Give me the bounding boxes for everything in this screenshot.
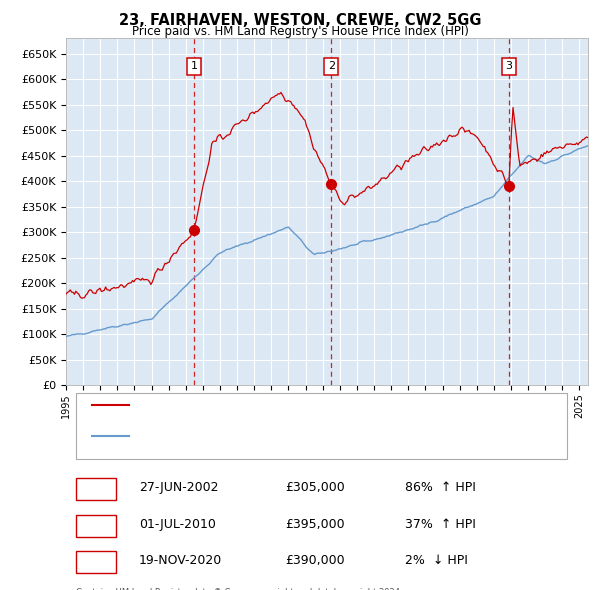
FancyBboxPatch shape (76, 393, 567, 458)
FancyBboxPatch shape (76, 514, 116, 537)
Text: £305,000: £305,000 (285, 481, 345, 494)
FancyBboxPatch shape (76, 478, 116, 500)
Text: 37%  ↑ HPI: 37% ↑ HPI (406, 517, 476, 531)
Text: Price paid vs. HM Land Registry's House Price Index (HPI): Price paid vs. HM Land Registry's House … (131, 25, 469, 38)
Text: 23, FAIRHAVEN, WESTON, CREWE, CW2 5GG: 23, FAIRHAVEN, WESTON, CREWE, CW2 5GG (119, 13, 481, 28)
Text: 19-NOV-2020: 19-NOV-2020 (139, 555, 223, 568)
Text: £395,000: £395,000 (285, 517, 345, 531)
Text: 27-JUN-2002: 27-JUN-2002 (139, 481, 218, 494)
Text: 2: 2 (92, 517, 100, 531)
Text: HPI: Average price, detached house, Cheshire East: HPI: Average price, detached house, Ches… (139, 431, 422, 441)
Text: 23, FAIRHAVEN, WESTON, CREWE, CW2 5GG (detached house): 23, FAIRHAVEN, WESTON, CREWE, CW2 5GG (d… (139, 399, 488, 409)
Text: 1: 1 (191, 61, 197, 71)
Text: 2: 2 (328, 61, 335, 71)
FancyBboxPatch shape (76, 551, 116, 573)
Text: 2%  ↓ HPI: 2% ↓ HPI (406, 555, 468, 568)
Text: 01-JUL-2010: 01-JUL-2010 (139, 517, 216, 531)
Text: 86%  ↑ HPI: 86% ↑ HPI (406, 481, 476, 494)
Text: 1: 1 (92, 481, 100, 494)
Text: £390,000: £390,000 (285, 555, 345, 568)
Text: Contains HM Land Registry data © Crown copyright and database right 2024.
This d: Contains HM Land Registry data © Crown c… (76, 588, 403, 590)
Text: 3: 3 (92, 555, 100, 568)
Text: 3: 3 (505, 61, 512, 71)
